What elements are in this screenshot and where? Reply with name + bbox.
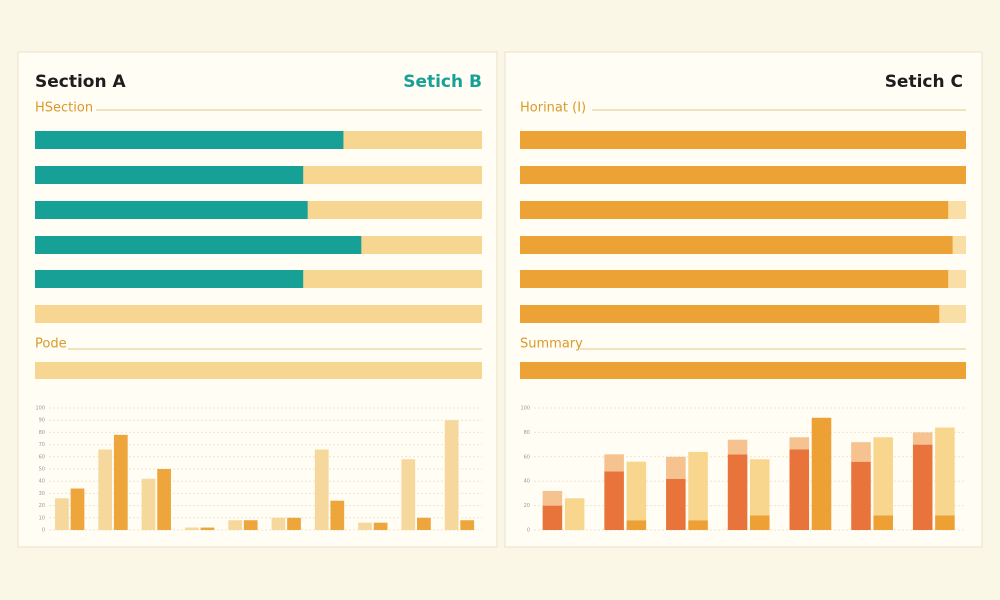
bar bbox=[330, 500, 345, 530]
bar bbox=[271, 517, 286, 530]
bar bbox=[200, 527, 215, 530]
bar bbox=[688, 451, 708, 521]
panel-accent-title: Setich B bbox=[403, 72, 482, 92]
bar bbox=[314, 449, 329, 530]
progress-fill bbox=[520, 236, 953, 254]
bar bbox=[141, 478, 156, 530]
y-tick-label: 0 bbox=[527, 528, 530, 534]
bar bbox=[444, 420, 459, 530]
bar bbox=[184, 527, 199, 530]
bar bbox=[113, 434, 128, 530]
section-heading: Horinat (I) bbox=[520, 101, 586, 116]
bar bbox=[243, 520, 258, 530]
y-tick-label: 60 bbox=[524, 454, 530, 460]
bar bbox=[401, 459, 416, 530]
progress-track bbox=[35, 305, 482, 323]
bar bbox=[373, 522, 388, 530]
y-tick-label: 20 bbox=[524, 503, 530, 509]
bar bbox=[873, 437, 893, 516]
bar bbox=[626, 520, 647, 530]
bar bbox=[789, 437, 810, 450]
bar bbox=[460, 520, 475, 530]
progress-fill bbox=[520, 131, 966, 149]
bar bbox=[912, 432, 933, 445]
bar bbox=[542, 490, 563, 506]
bar bbox=[157, 469, 171, 530]
progress-fill bbox=[35, 236, 362, 254]
bar bbox=[666, 478, 686, 530]
bar bbox=[727, 439, 748, 455]
progress-fill bbox=[35, 270, 304, 288]
bar bbox=[873, 515, 893, 530]
bar bbox=[727, 454, 748, 530]
summary-track bbox=[35, 362, 482, 379]
bar bbox=[358, 522, 372, 530]
y-tick-label: 0 bbox=[42, 528, 45, 534]
y-tick-label: 40 bbox=[39, 479, 45, 485]
panel-title: Section A bbox=[35, 72, 127, 92]
y-tick-label: 80 bbox=[39, 430, 45, 436]
bar bbox=[912, 444, 933, 530]
progress-fill bbox=[35, 201, 308, 219]
bar bbox=[750, 515, 770, 530]
progress-fill bbox=[35, 166, 304, 184]
bar bbox=[70, 488, 85, 530]
bar bbox=[688, 520, 708, 530]
bar bbox=[811, 417, 832, 530]
bar bbox=[564, 498, 585, 530]
y-tick-label: 60 bbox=[39, 454, 45, 460]
summary-label: Summary bbox=[520, 337, 583, 352]
progress-fill bbox=[35, 131, 344, 149]
bar bbox=[604, 471, 624, 530]
progress-fill bbox=[520, 166, 966, 184]
bar bbox=[98, 449, 113, 530]
progress-fill bbox=[520, 201, 949, 219]
bar bbox=[789, 449, 810, 530]
progress-fill bbox=[520, 305, 940, 323]
bar bbox=[750, 459, 770, 516]
y-tick-label: 40 bbox=[524, 479, 530, 485]
y-tick-label: 90 bbox=[39, 418, 45, 424]
bar bbox=[287, 517, 301, 530]
bar bbox=[851, 461, 871, 530]
y-tick-label: 70 bbox=[39, 442, 45, 448]
bar bbox=[55, 498, 69, 530]
y-tick-label: 80 bbox=[524, 430, 530, 436]
bar bbox=[626, 461, 647, 521]
summary-label: Pode bbox=[35, 337, 67, 352]
panel-title: Setich C bbox=[885, 72, 963, 92]
progress-fill bbox=[520, 270, 949, 288]
bar bbox=[851, 442, 871, 462]
bar bbox=[228, 520, 242, 530]
y-tick-label: 50 bbox=[39, 467, 45, 473]
summary-fill bbox=[520, 362, 966, 379]
section-heading: HSection bbox=[35, 101, 93, 116]
bar bbox=[604, 454, 624, 472]
bar bbox=[417, 517, 431, 530]
y-tick-label: 20 bbox=[39, 503, 45, 509]
y-tick-label: 10 bbox=[39, 515, 45, 521]
y-tick-label: 100 bbox=[35, 406, 45, 412]
y-tick-label: 30 bbox=[39, 491, 45, 497]
bar bbox=[935, 427, 955, 516]
bar bbox=[666, 456, 686, 479]
bar bbox=[935, 515, 955, 530]
panel bbox=[17, 51, 498, 548]
y-tick-label: 100 bbox=[520, 406, 530, 412]
bar bbox=[542, 505, 563, 530]
